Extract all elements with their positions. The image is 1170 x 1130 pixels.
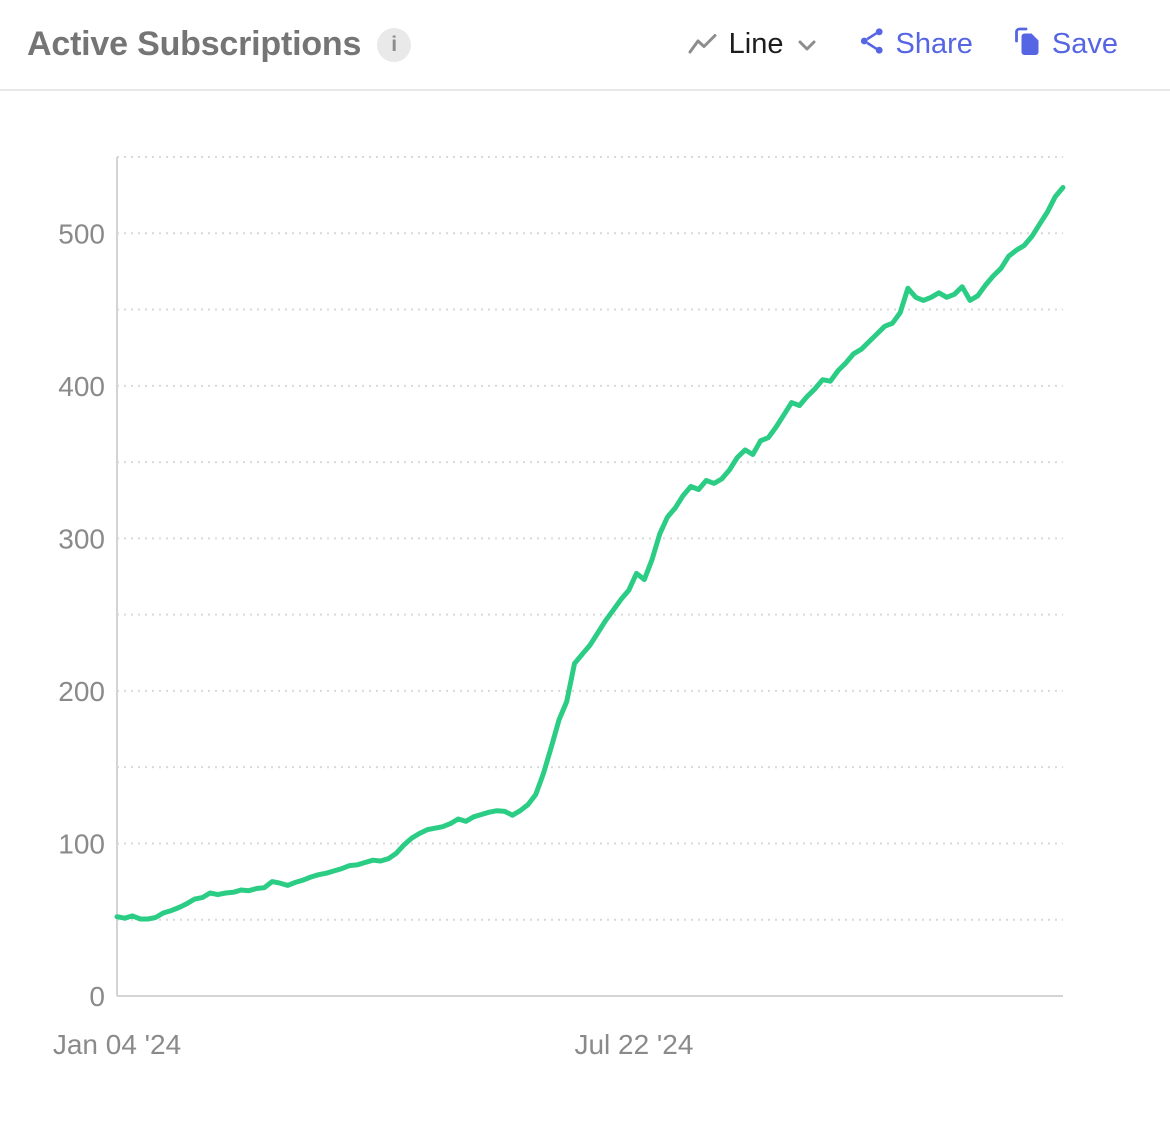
y-tick-label: 0 [89, 981, 105, 1012]
copy-document-icon [1011, 25, 1043, 65]
chart-header: Active Subscriptions i Line [0, 0, 1170, 89]
share-label: Share [895, 28, 973, 61]
header-actions: Line [686, 25, 1118, 65]
gridlines [117, 156, 1063, 921]
header-divider [0, 89, 1170, 91]
y-tick-label: 200 [58, 676, 105, 707]
info-icon[interactable]: i [377, 27, 412, 62]
page-title: Active Subscriptions [27, 25, 362, 64]
chart-type-dropdown[interactable]: Line [686, 28, 819, 61]
header-left: Active Subscriptions i [27, 25, 412, 64]
chart-area: 0 100 200 300 400 500 Jan 04 '24 Jul 22 '24 [0, 91, 1170, 1130]
line-chart-icon [686, 29, 718, 61]
y-tick-label: 400 [58, 371, 105, 402]
y-axis-labels: 0 100 200 300 400 500 [58, 218, 105, 1012]
save-label: Save [1051, 28, 1118, 61]
x-axis-labels: Jan 04 '24 Jul 22 '24 [53, 1029, 694, 1060]
x-tick-label: Jul 22 '24 [574, 1029, 693, 1060]
y-tick-label: 500 [58, 218, 105, 249]
x-tick-label: Jan 04 '24 [53, 1029, 181, 1060]
share-icon [857, 26, 887, 64]
share-button[interactable]: Share [857, 26, 973, 64]
y-tick-label: 300 [58, 523, 105, 554]
save-button[interactable]: Save [1011, 25, 1118, 65]
y-tick-label: 100 [58, 828, 105, 859]
chevron-down-icon [795, 33, 819, 57]
line-chart: 0 100 200 300 400 500 Jan 04 '24 Jul 22 '24 [53, 156, 1066, 1060]
chart-type-label: Line [728, 28, 784, 61]
data-series-line[interactable] [114, 185, 1066, 922]
